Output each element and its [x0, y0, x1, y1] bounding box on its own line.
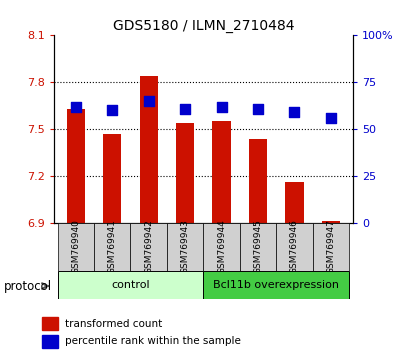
Text: Bcl11b overexpression: Bcl11b overexpression [213, 280, 339, 290]
Bar [322, 222, 340, 223]
FancyBboxPatch shape [276, 223, 312, 271]
Point [327, 115, 334, 121]
FancyBboxPatch shape [240, 223, 276, 271]
Point [182, 106, 188, 112]
Text: protocol: protocol [4, 280, 52, 292]
FancyBboxPatch shape [58, 223, 94, 271]
Text: GSM769940: GSM769940 [71, 219, 81, 274]
Text: GSM769947: GSM769947 [326, 219, 335, 274]
Point [109, 108, 115, 113]
Text: GSM769943: GSM769943 [181, 219, 190, 274]
Point [218, 104, 225, 109]
Bar [286, 182, 303, 223]
Bar [42, 335, 58, 348]
Point [145, 98, 152, 104]
Bar [212, 121, 231, 223]
FancyBboxPatch shape [203, 223, 240, 271]
Text: percentile rank within the sample: percentile rank within the sample [65, 336, 241, 346]
Point [255, 106, 261, 112]
Text: GSM769941: GSM769941 [108, 219, 117, 274]
Title: GDS5180 / ILMN_2710484: GDS5180 / ILMN_2710484 [112, 19, 294, 33]
FancyBboxPatch shape [130, 223, 167, 271]
Bar [67, 109, 85, 223]
Text: GSM769945: GSM769945 [254, 219, 263, 274]
Point [73, 104, 79, 109]
Bar [249, 139, 267, 223]
Bar [139, 76, 158, 223]
Bar [42, 317, 58, 330]
Bar [176, 123, 194, 223]
Text: transformed count: transformed count [65, 319, 163, 329]
Text: GSM769946: GSM769946 [290, 219, 299, 274]
FancyBboxPatch shape [167, 223, 203, 271]
Text: GSM769944: GSM769944 [217, 219, 226, 274]
Bar [103, 134, 121, 223]
FancyBboxPatch shape [94, 223, 130, 271]
FancyBboxPatch shape [312, 223, 349, 271]
Point [291, 109, 298, 115]
Text: GSM769942: GSM769942 [144, 219, 153, 274]
FancyBboxPatch shape [203, 271, 349, 299]
Text: control: control [111, 280, 150, 290]
FancyBboxPatch shape [58, 271, 203, 299]
